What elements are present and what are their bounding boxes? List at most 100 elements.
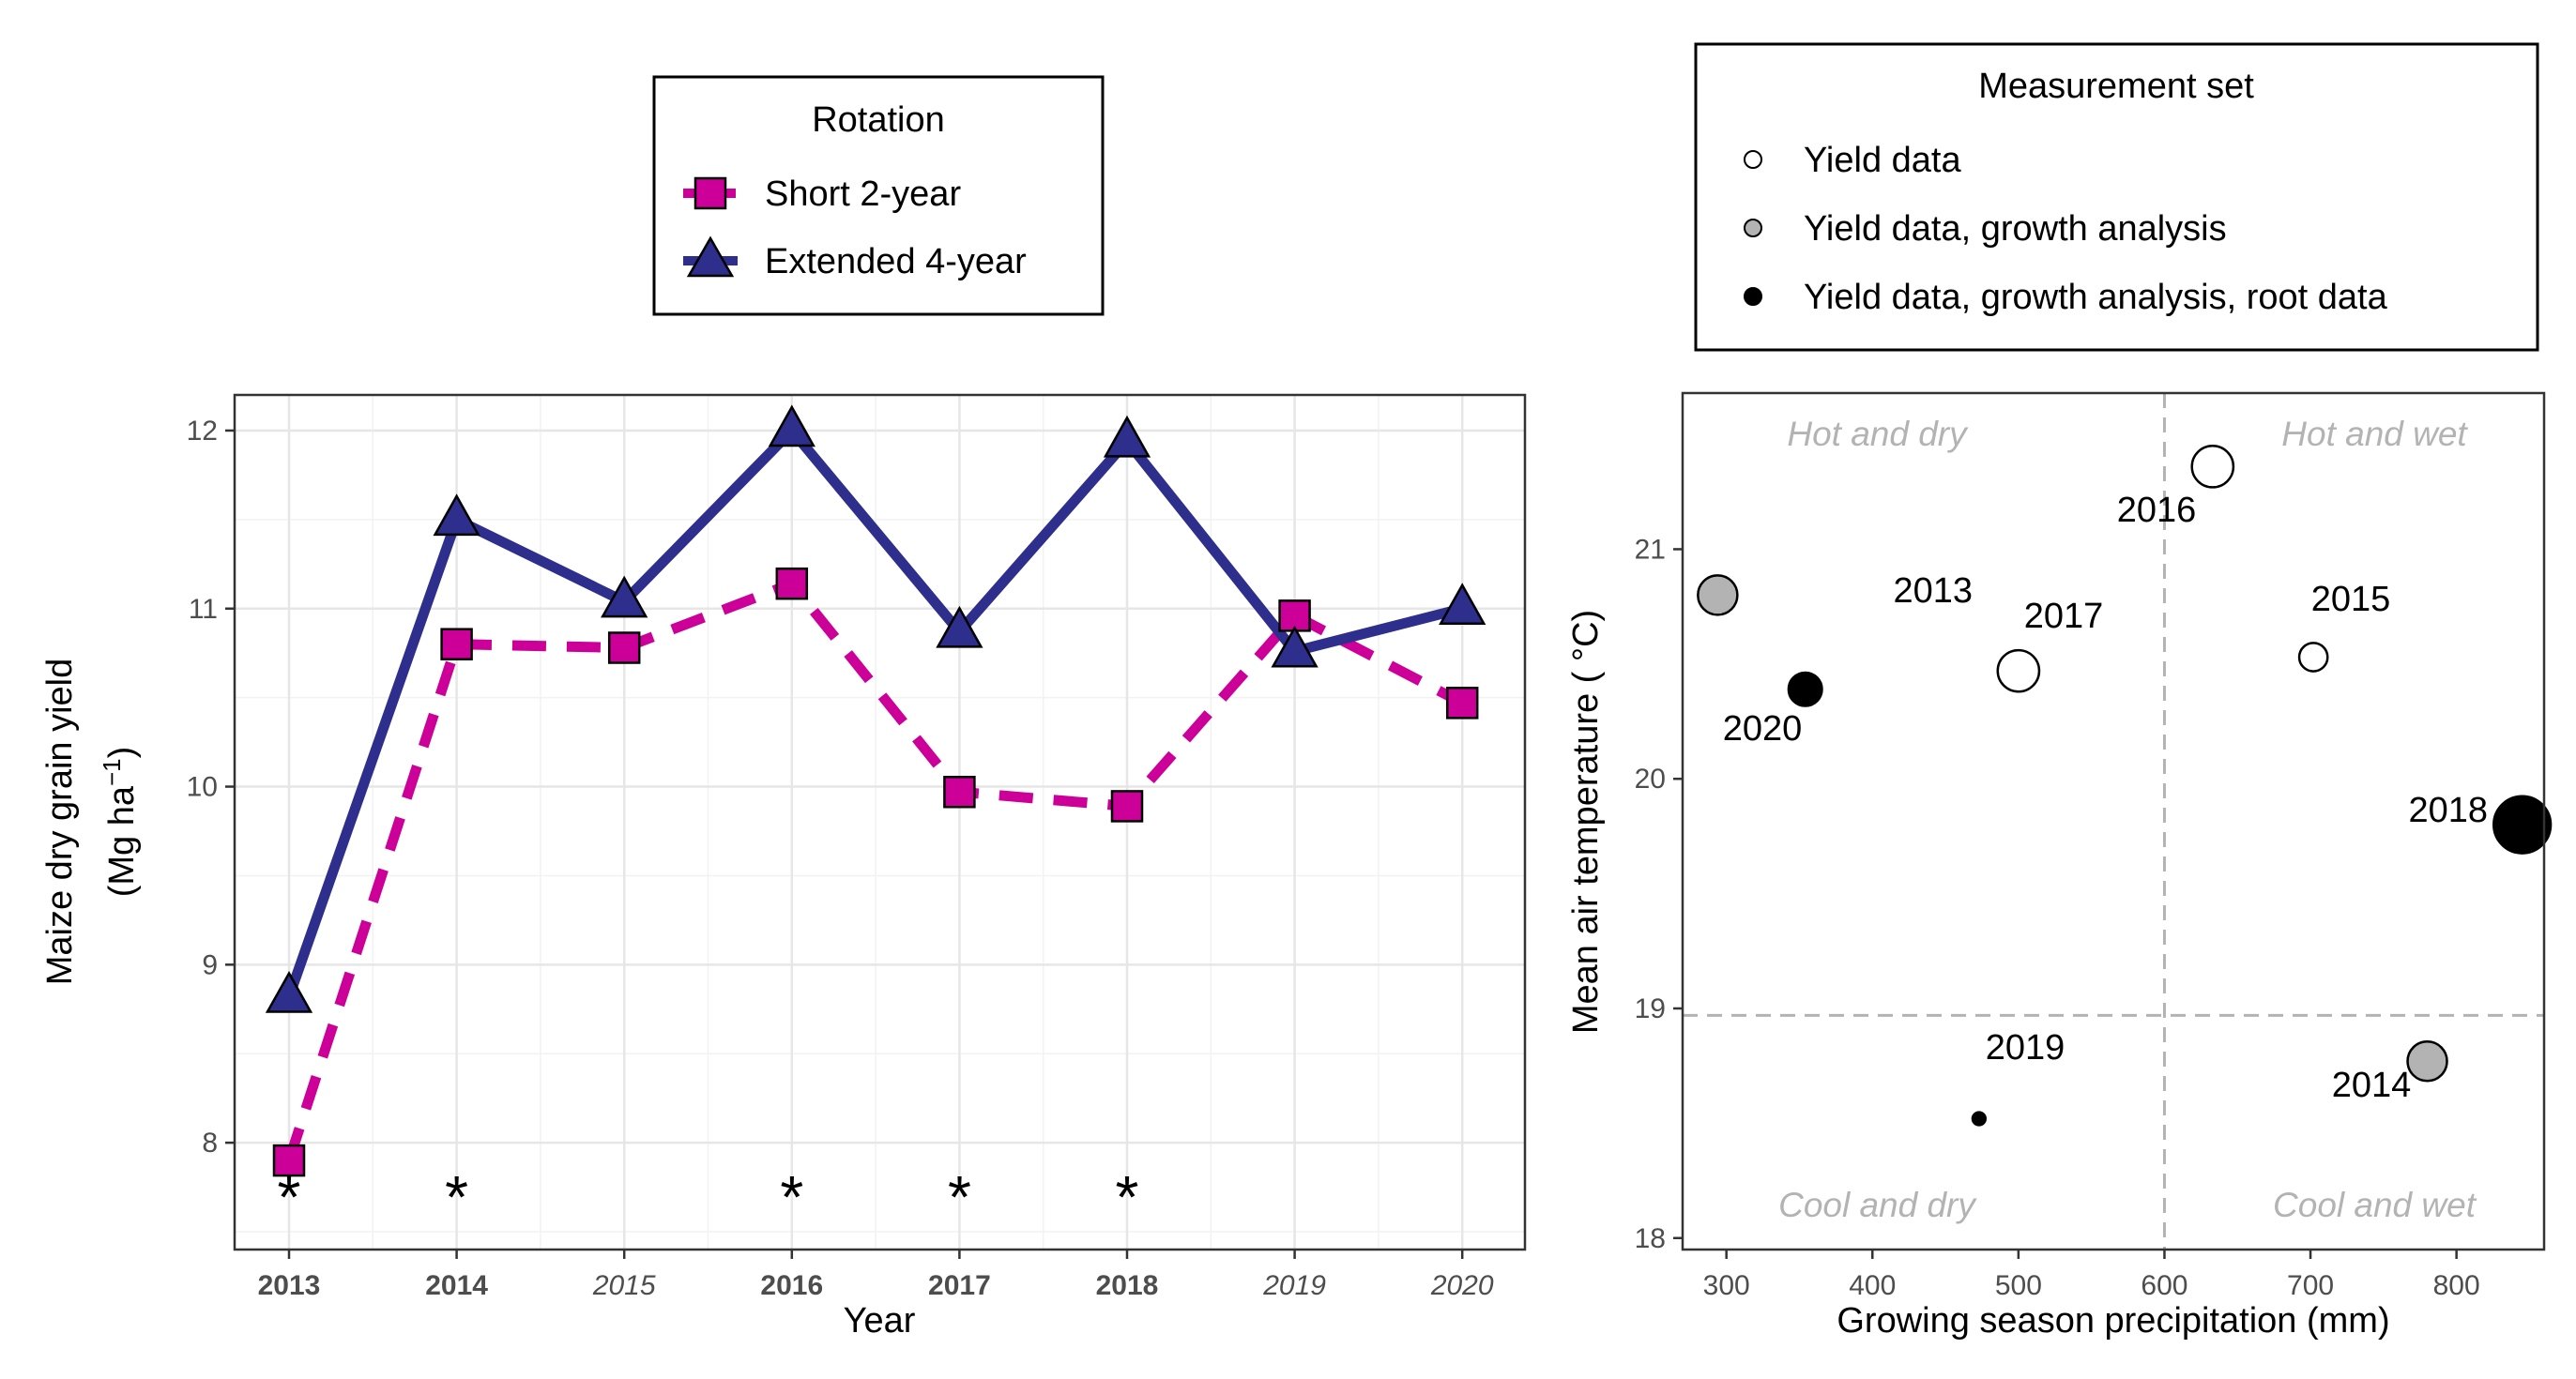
scatter-y-tick-label: 20: [1635, 764, 1666, 795]
quadrant-labels: Hot and dry Hot and wet Cool and dry Coo…: [1778, 415, 2477, 1224]
yield-x-tick-label: 2017: [928, 1270, 991, 1301]
significance-star: *: [780, 1163, 803, 1231]
extended-rotation-point: [601, 575, 648, 618]
scatter-y-tick-label: 21: [1635, 534, 1666, 565]
yield-grid: [235, 395, 1525, 1250]
scatter-point-label: 2014: [2332, 1066, 2412, 1105]
yield-x-tick-label: 2014: [425, 1270, 488, 1301]
scatter-point-2018: [2492, 795, 2553, 855]
rotation-legend: Rotation Short 2-year Extended 4-year: [652, 75, 1105, 316]
scatter-x-tick-label: 600: [2141, 1270, 2187, 1301]
quadrant-cool-wet: Cool and wet: [2273, 1186, 2477, 1224]
scatter-point-labels: 2013 2014 2015 2016 2017 2018 2019 2020: [1723, 491, 2488, 1105]
scatter-point-label: 2020: [1723, 709, 1803, 749]
series-line-extended: [283, 425, 1464, 999]
significance-star: *: [1116, 1163, 1139, 1231]
scatter-point-2020: [1787, 671, 1823, 707]
yield-y-ticks: 8 9 10 11 12: [187, 416, 235, 1159]
yield-x-tick-label: 2019: [1262, 1270, 1326, 1301]
extended-rotation-point: [1271, 625, 1318, 668]
significance-markers: * * * * *: [278, 1163, 1139, 1231]
yield-markers: [265, 404, 1486, 1177]
scatter-y-tick-label: 18: [1635, 1223, 1666, 1254]
scatter-points: [1697, 444, 2553, 1127]
yield-y-axis-unit-close: ): [102, 747, 142, 759]
yield-y-axis-unit: (Mg ha: [102, 785, 142, 897]
measurement-legend-marker: [1744, 287, 1762, 306]
yield-y-tick-label: 11: [189, 594, 218, 625]
legend-entry-extended: Extended 4-year: [683, 235, 1027, 281]
measurement-legend-entries: Yield data Yield data, growth analysis Yie…: [1744, 141, 2388, 317]
measurement-legend-title: Measurement set: [1978, 67, 2254, 106]
yield-line-chart: Rotation Short 2-year Extended 4-year * *…: [40, 75, 1527, 1341]
legend-square-marker: [694, 176, 727, 210]
measurement-legend: Measurement set Yield data Yield data, gr…: [1694, 42, 2539, 352]
scatter-point-label: 2015: [2311, 580, 2391, 619]
yield-panel-border: [233, 393, 1527, 1251]
scatter-x-ticks: 300 400 500 600 700 800: [1703, 1250, 2480, 1301]
scatter-point-2017: [1996, 648, 2041, 693]
scatter-panel-border: [1681, 391, 2546, 1251]
short-rotation-point: [607, 631, 641, 664]
scatter-point-2014: [2406, 1040, 2448, 1083]
yield-y-axis-unit-sup: −1: [98, 758, 126, 786]
yield-x-tick-label: 2016: [760, 1270, 823, 1301]
quadrant-cool-dry: Cool and dry: [1778, 1186, 1977, 1224]
significance-star: *: [278, 1163, 301, 1231]
scatter-x-tick-label: 500: [1995, 1270, 2042, 1301]
legend-label-short: Short 2-year: [765, 174, 961, 214]
extended-rotation-point: [768, 404, 815, 447]
scatter-x-axis-label: Growing season precipitation (mm): [1837, 1301, 2389, 1341]
legend-label-extended: Extended 4-year: [765, 242, 1027, 281]
scatter-point-2015: [2297, 642, 2329, 673]
short-rotation-point: [272, 1144, 306, 1177]
extended-rotation-point: [1103, 415, 1151, 458]
measurement-legend-label: Yield data: [1804, 141, 1961, 180]
yield-y-tick-label: 8: [202, 1128, 218, 1159]
yield-y-axis-label: Maize dry grain yield (Mg ha−1): [40, 659, 142, 985]
measurement-legend-label: Yield data, growth analysis: [1804, 209, 2227, 249]
legend-triangle-marker: [686, 235, 735, 278]
short-rotation-point: [943, 775, 976, 809]
yield-x-tick-label: 2018: [1096, 1270, 1159, 1301]
yield-y-axis-label-line2: (Mg ha−1): [98, 747, 142, 898]
scatter-x-tick-label: 400: [1849, 1270, 1896, 1301]
series-line-short: [283, 578, 1465, 1162]
scatter-point-label: 2019: [1986, 1028, 2065, 1068]
measurement-legend-marker: [1744, 150, 1762, 169]
extended-rotation-point: [265, 970, 313, 1013]
measurement-legend-marker: [1744, 219, 1762, 237]
short-rotation-point: [775, 567, 809, 600]
measurement-legend-label: Yield data, growth analysis, root data: [1804, 278, 2388, 317]
scatter-reference-lines: [1683, 393, 2544, 1250]
scatter-x-tick-label: 800: [2433, 1270, 2480, 1301]
short-rotation-point: [440, 628, 473, 660]
yield-y-tick-label: 12: [187, 416, 218, 447]
extended-rotation-point: [433, 493, 480, 537]
scatter-point-2013: [1697, 574, 1739, 616]
extended-rotation-point: [1439, 583, 1486, 625]
short-rotation-point: [1110, 790, 1144, 823]
scatter-point-label: 2013: [1893, 571, 1973, 611]
scatter-point-label: 2018: [2408, 791, 2488, 830]
scatter-y-tick-label: 19: [1635, 993, 1666, 1024]
yield-series-lines: [283, 425, 1465, 1162]
yield-y-axis-label-line1: Maize dry grain yield: [40, 659, 80, 985]
legend-entry-short: Short 2-year: [683, 174, 961, 214]
scatter-plot-panel: [1683, 393, 2544, 1250]
scatter-point-label: 2016: [2117, 491, 2197, 530]
quadrant-hot-dry: Hot and dry: [1787, 415, 1969, 453]
yield-y-tick-label: 10: [187, 772, 218, 803]
yield-plot-panel: [235, 395, 1525, 1250]
extended-rotation-point: [936, 605, 983, 648]
scatter-point-2016: [2190, 444, 2235, 489]
yield-x-axis-label: Year: [844, 1301, 916, 1341]
quadrant-hot-wet: Hot and wet: [2281, 415, 2468, 453]
climate-scatter-chart: Measurement set Yield data Yield data, gr…: [1566, 42, 2553, 1341]
scatter-point-label: 2017: [2024, 597, 2104, 636]
scatter-y-axis-label: Mean air temperature ( °C): [1566, 610, 1606, 1034]
rotation-legend-title: Rotation: [812, 100, 945, 140]
yield-x-tick-label: 2020: [1430, 1270, 1494, 1301]
yield-x-tick-label: 2013: [258, 1270, 321, 1301]
